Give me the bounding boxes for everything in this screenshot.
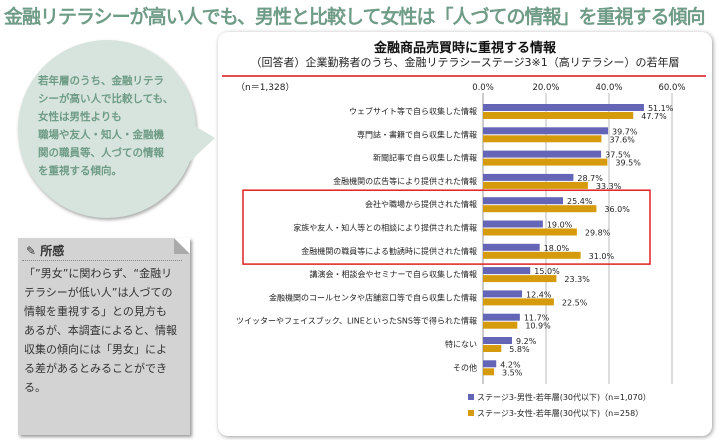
bar-chart: 0.0% 20.0% 40.0% 60.0% ウェブサイト等で自ら収集した情報 51.1%… <box>236 83 686 418</box>
category-label: 新聞記事で自ら収集した情報 <box>373 153 477 163</box>
title-underline <box>222 75 706 77</box>
data-label: 15.0% <box>534 267 560 276</box>
note-text: 「”男女”に関わらず、“金融リ テラシーが低い人”は人づての 情報を重視する」と… <box>24 264 186 397</box>
data-label: 10.9% <box>525 322 551 331</box>
data-label: 31.0% <box>589 252 615 261</box>
chart-title: 金融商品売買時に重視する情報 <box>373 41 556 56</box>
x-tick-label: 20.0% <box>532 83 559 93</box>
data-label: 28.7% <box>577 174 603 183</box>
data-label: 37.6% <box>609 135 635 144</box>
note-line: テラシーが低い人”は人づての <box>24 286 173 299</box>
note-heading-text: 所感 <box>40 244 65 258</box>
bar-male <box>483 290 523 298</box>
legend-swatch <box>468 394 474 400</box>
category-label: 家族や友人・知人等との相談により提供された情報 <box>293 223 477 233</box>
note-line: 収集の傾向には「男女」によ <box>24 343 167 356</box>
bar-female <box>483 112 634 119</box>
category-label: ウェブサイト等で自ら収集した情報 <box>349 106 477 116</box>
bar-female <box>483 298 554 306</box>
bubble-line: を重視する傾向。 <box>38 165 122 177</box>
speech-bubble-tail <box>185 120 215 166</box>
data-label: 25.4% <box>567 197 593 206</box>
bubble-line: シーが高い人で比較しても、 <box>38 93 174 105</box>
legend-swatch <box>468 410 474 416</box>
bar-male <box>483 313 520 321</box>
bar-male <box>483 197 564 205</box>
category-label: 会社や職場から提供された情報 <box>365 199 477 209</box>
bar-female <box>483 251 581 259</box>
bar-female <box>483 228 577 236</box>
note-box: ✎ 所感 「”男女”に関わらず、“金融リ テラシーが低い人”は人づての 情報を重… <box>18 238 190 435</box>
bar-male <box>483 127 609 135</box>
bubble-line: 女性は男性よりも <box>38 111 122 123</box>
data-label: 12.4% <box>526 290 552 299</box>
data-label: 39.7% <box>612 127 638 136</box>
bar-male <box>483 150 602 158</box>
legend-label: ステージ3-男性-若年層(30代以下)（n=1,070） <box>477 392 651 402</box>
category-label: 講演会・相談会やセミナーで自ら収集した情報 <box>309 269 477 279</box>
data-label: 18.0% <box>544 244 570 253</box>
sample-size: （n＝1,328） <box>236 83 295 93</box>
data-label: 39.5% <box>615 159 641 168</box>
bar-female <box>483 321 518 329</box>
data-label: 29.8% <box>585 229 611 238</box>
pen-icon: ✎ <box>26 244 41 258</box>
category-label: 金融機関のコールセンタや店舗窓口等で自ら収集した情報 <box>269 292 477 302</box>
bar-male <box>483 220 543 228</box>
data-label: 36.0% <box>604 205 630 214</box>
highlight-box <box>242 189 651 265</box>
bar-female <box>483 345 502 352</box>
category-label: 特にない <box>445 339 477 349</box>
note-fold <box>174 238 190 254</box>
bar-female <box>483 181 588 189</box>
bubble-text: 若年層のうち、金融リテラ シーが高い人で比較しても、 女性は男性よりも 職場や友… <box>38 72 188 180</box>
speech-bubble <box>18 40 196 218</box>
data-label: 3.5% <box>502 368 523 377</box>
data-label: 33.3% <box>596 182 622 191</box>
note-divider <box>22 260 182 261</box>
x-tick-label: 0.0% <box>472 83 494 93</box>
bar-male <box>483 360 497 368</box>
data-label: 51.1% <box>648 104 674 113</box>
bar-male <box>483 243 540 251</box>
page-title: 金融リテラシーが高い人でも、男性と比較して女性は「人づての情報」を重視する傾向 <box>4 6 705 28</box>
category-label: その他 <box>453 362 477 372</box>
data-label: 22.5% <box>562 298 588 307</box>
bar-female <box>483 205 597 213</box>
bar-female <box>483 158 608 166</box>
note-line: あるが、本調査によると、情報 <box>24 324 178 337</box>
data-label: 4.2% <box>500 360 521 369</box>
x-tick-label: 60.0% <box>658 83 685 93</box>
data-label: 19.0% <box>547 221 573 230</box>
data-label: 11.7% <box>524 314 550 323</box>
bubble-line: 職場や友人・知人・金融機 <box>38 129 164 141</box>
legend-label: ステージ3-女性-若年層(30代以下)（n=258） <box>477 408 643 418</box>
category-label: 金融機関の広告等により提供された情報 <box>333 176 477 186</box>
data-label: 5.8% <box>509 345 530 354</box>
category-label: 金融機関の職員等による勧誘時に提供された情報 <box>301 246 477 256</box>
data-label: 47.7% <box>641 112 667 121</box>
bar-male <box>483 337 512 344</box>
data-label: 9.2% <box>516 337 537 346</box>
note-line: 「”男女”に関わらず、“金融リ <box>24 267 173 280</box>
note-line: 情報を重視する」との見方も <box>24 305 167 318</box>
bar-female <box>483 275 557 283</box>
bar-female <box>483 368 495 376</box>
bar-male <box>483 173 574 181</box>
bar-male <box>483 267 531 275</box>
x-tick-label: 40.0% <box>595 83 622 93</box>
category-label: ツイッターやフェイスブック、LINEといったSNS等で得られた情報 <box>236 316 477 326</box>
bubble-line: 関の職員等、人づての情報 <box>38 147 164 159</box>
note-heading: ✎ 所感 <box>26 242 64 259</box>
chart-panel: 金融商品売買時に重視する情報 （回答者）企業勤務者のうち、金融リテラシーステージ… <box>218 32 712 436</box>
bar-female <box>483 135 602 143</box>
category-label: 専門誌・書籍で自ら収集した情報 <box>357 129 477 139</box>
bar-male <box>483 104 644 111</box>
note-line: る差があるとみることができる。 <box>24 362 167 394</box>
chart-subtitle: （回答者）企業勤務者のうち、金融リテラシーステージ3※1（高リテラシー）の若年層 <box>250 56 680 69</box>
bubble-line: 若年層のうち、金融リテラ <box>38 75 164 87</box>
data-label: 37.5% <box>605 151 631 160</box>
data-label: 23.3% <box>564 275 590 284</box>
